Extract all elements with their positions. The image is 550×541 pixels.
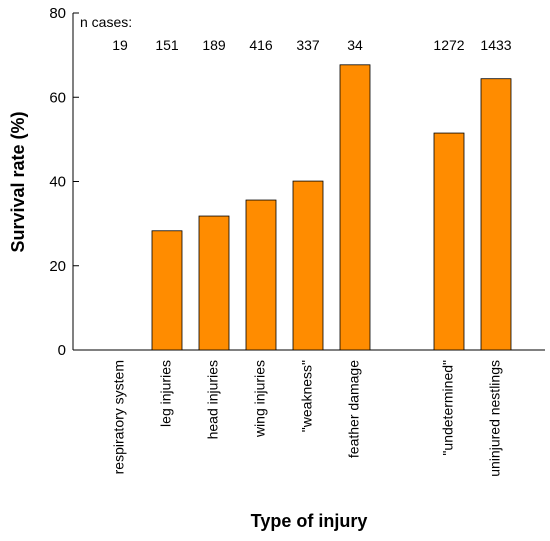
y-tick-label: 0 [58, 342, 66, 359]
bar [198, 215, 230, 351]
n-cases-label: 34 [347, 37, 363, 53]
x-tick-label: wing injuries [252, 360, 268, 438]
n-cases-label: 151 [155, 37, 179, 53]
n-cases-label: 1272 [433, 37, 464, 53]
y-tick-label: 20 [49, 258, 66, 275]
bar [480, 78, 512, 351]
annotation-title: n cases: [80, 14, 132, 30]
bar [433, 132, 465, 351]
y-tick-label: 40 [49, 174, 66, 191]
x-tick-label: head injuries [205, 360, 221, 439]
y-tick-label: 80 [49, 5, 66, 22]
n-cases-label: 189 [202, 37, 226, 53]
x-tick-label: "weakness" [299, 360, 315, 432]
y-axis-label: Survival rate (%) [8, 111, 28, 252]
x-tick-label: leg injuries [158, 360, 174, 427]
x-axis-label: Type of injury [251, 511, 368, 531]
x-tick-label: "undetermined" [440, 360, 456, 456]
bar [292, 180, 324, 351]
x-tick-label: respiratory system [111, 360, 127, 474]
n-cases-label: 1433 [480, 37, 511, 53]
x-tick-label: feather damage [346, 360, 362, 458]
n-cases-label: 337 [296, 37, 320, 53]
bar [339, 64, 371, 351]
x-tick-label: uninjured nestlings [487, 360, 503, 477]
y-tick-label: 60 [49, 89, 66, 106]
bar [245, 199, 277, 351]
n-cases-label: 19 [112, 37, 128, 53]
n-cases-label: 416 [249, 37, 273, 53]
bar [151, 230, 183, 351]
